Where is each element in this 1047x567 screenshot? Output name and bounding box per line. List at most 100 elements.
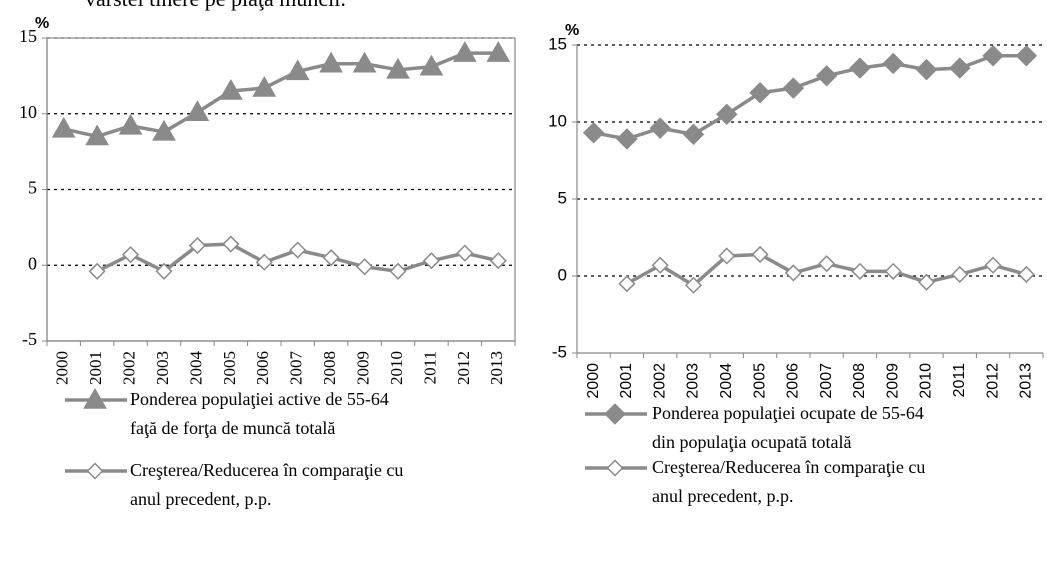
x-tick-label: 2004 — [718, 363, 735, 399]
x-tick-label: 2004 — [186, 351, 205, 386]
marker — [319, 51, 344, 73]
marker — [218, 79, 243, 100]
marker — [815, 65, 838, 87]
x-tick-label: 2009 — [884, 363, 901, 399]
x-tick-label: 2003 — [153, 351, 172, 385]
marker — [289, 241, 307, 259]
marker — [884, 262, 902, 280]
marker — [716, 103, 738, 126]
marker — [784, 264, 802, 282]
x-tick-label: 2002 — [119, 351, 138, 385]
y-tick-label: -5 — [22, 329, 37, 349]
x-tick-label: 2007 — [818, 363, 835, 399]
marker — [185, 100, 210, 121]
marker — [917, 273, 936, 291]
marker — [389, 262, 407, 280]
marker — [86, 462, 104, 480]
x-tick-label: 2005 — [220, 351, 239, 385]
y-tick-label: 10 — [19, 102, 37, 122]
marker — [915, 58, 938, 81]
legend-label: Ponderea populaţiei ocupate de 55-64 din… — [652, 403, 924, 452]
marker — [486, 41, 511, 62]
unit-label: % — [35, 15, 49, 32]
x-tick-label: 2006 — [253, 351, 272, 385]
marker — [118, 113, 143, 135]
x-tick-label: 2008 — [851, 363, 868, 399]
marker — [649, 117, 671, 139]
x-tick-label: 2001 — [618, 363, 635, 399]
unit-label: % — [565, 22, 579, 39]
x-tick-label: 2001 — [86, 351, 105, 385]
marker — [83, 387, 107, 409]
marker — [88, 262, 106, 280]
marker — [222, 235, 240, 253]
marker — [456, 244, 474, 262]
x-tick-label: 2006 — [785, 363, 802, 399]
marker — [352, 51, 377, 73]
marker — [422, 252, 440, 270]
legend-label: Creşterea/Reducerea în comparaţie cu anu… — [652, 457, 926, 506]
y-tick-label: 0 — [558, 265, 567, 284]
x-tick-label: 2012 — [454, 351, 473, 385]
marker — [949, 57, 971, 79]
y-tick-label: -5 — [552, 342, 567, 361]
marker — [489, 252, 507, 270]
marker — [51, 116, 76, 138]
marker — [419, 54, 444, 76]
y-tick-label: 15 — [19, 26, 37, 46]
x-tick-label: 2008 — [320, 351, 339, 385]
marker — [582, 122, 605, 144]
marker — [322, 249, 340, 267]
x-tick-label: 2010 — [918, 363, 935, 399]
x-tick-label: 2003 — [685, 363, 702, 399]
marker — [1015, 45, 1038, 67]
x-tick-label: 2005 — [751, 363, 768, 399]
marker — [951, 265, 969, 284]
marker — [285, 59, 310, 81]
marker — [851, 262, 869, 280]
marker — [684, 276, 703, 294]
y-tick-label: 15 — [548, 34, 567, 53]
marker — [122, 246, 140, 264]
marker — [252, 75, 277, 97]
y-tick-label: 10 — [548, 111, 567, 130]
marker — [255, 253, 273, 271]
x-tick-label: 2002 — [651, 363, 668, 399]
marker — [452, 41, 477, 62]
y-tick-label: 5 — [558, 188, 567, 207]
marker — [606, 459, 624, 477]
marker — [1017, 265, 1035, 284]
marker — [356, 258, 374, 276]
legend-label: Creşterea/Reducerea în comparaţie cu anu… — [130, 460, 404, 509]
x-tick-label: 2013 — [487, 351, 506, 385]
marker — [85, 124, 110, 146]
marker — [386, 57, 410, 79]
y-tick-label: 0 — [28, 253, 37, 273]
marker — [616, 128, 638, 150]
marker — [982, 45, 1004, 67]
marker — [818, 255, 836, 273]
marker — [751, 245, 769, 264]
marker — [651, 256, 669, 274]
x-tick-label: 2000 — [585, 363, 602, 399]
marker — [152, 119, 176, 141]
header-text: vârstei tinere pe piaţa muncii. — [85, 0, 346, 12]
x-tick-label: 2013 — [1018, 363, 1035, 399]
marker — [188, 236, 206, 255]
x-tick-label: 2011 — [420, 351, 439, 384]
marker — [882, 52, 904, 75]
marker — [618, 275, 636, 293]
marker — [718, 247, 736, 265]
x-tick-label: 2007 — [287, 351, 306, 386]
legend-label: Ponderea populaţiei active de 55-64 faţă… — [130, 389, 389, 438]
x-tick-label: 2000 — [53, 351, 72, 385]
x-tick-label: 2011 — [951, 363, 968, 398]
marker — [782, 77, 805, 99]
x-tick-label: 2012 — [984, 363, 1001, 399]
marker — [604, 403, 626, 425]
marker — [984, 256, 1002, 274]
x-tick-label: 2009 — [353, 351, 372, 385]
marker — [155, 262, 173, 280]
